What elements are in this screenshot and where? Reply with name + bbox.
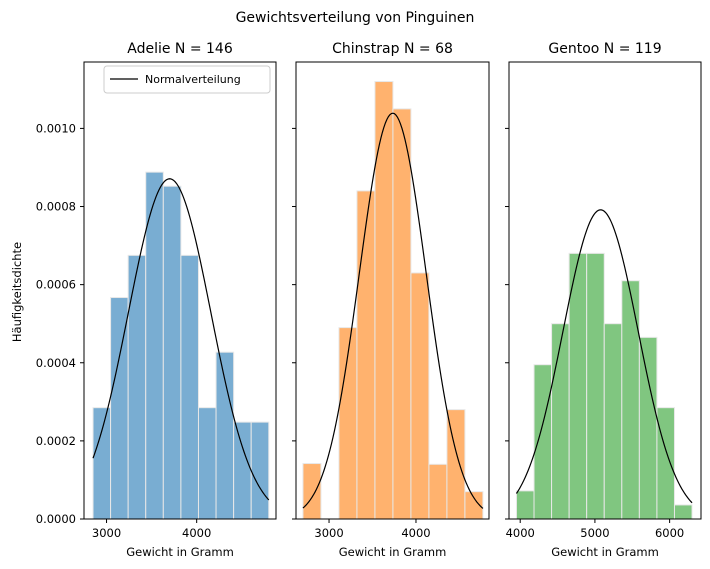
x-axis-label-chinstrap: Gewicht in Gramm — [339, 545, 447, 559]
x-tick-label-gentoo: 6000 — [655, 526, 684, 540]
panel-chinstrap: Chinstrap N = 68 Gewicht in Gramm 3000 40… — [292, 41, 490, 559]
histogram-bar-adelie — [145, 171, 164, 520]
x-axis-label-gentoo: Gewicht in Gramm — [551, 545, 659, 559]
histogram-bar-gentoo — [603, 323, 623, 520]
histogram-bar-adelie — [127, 254, 147, 520]
histogram-bar-adelie — [180, 254, 199, 520]
y-tick-label: 0.0000 — [36, 512, 76, 526]
normal-curve-adelie — [92, 178, 270, 501]
histogram-bar-chinstrap — [392, 108, 412, 520]
y-tick-label: 0.0002 — [36, 434, 76, 448]
histogram-bar-gentoo — [586, 252, 605, 520]
legend: Normalverteilung — [103, 65, 271, 94]
histogram-bar-chinstrap — [356, 190, 376, 520]
histogram-bar-gentoo — [515, 490, 535, 520]
histogram-bar-gentoo — [533, 364, 553, 520]
histogram-bar-gentoo — [656, 407, 675, 520]
x-tick-label-adelie: 3000 — [92, 526, 121, 540]
figure-suptitle: Gewichtsverteilung von Pinguinen — [236, 10, 475, 26]
histogram-bar-gentoo — [568, 252, 588, 520]
y-tick-label: 0.0004 — [36, 356, 76, 370]
histogram-bar-adelie — [250, 421, 270, 520]
histogram-bar-chinstrap — [302, 463, 322, 520]
y-tick-label: 0.0006 — [36, 278, 76, 292]
normal-curve-chinstrap — [302, 112, 484, 509]
histogram-bar-chinstrap — [428, 463, 448, 520]
normal-curve-gentoo — [515, 209, 693, 504]
x-tick-label-chinstrap: 3000 — [314, 526, 343, 540]
legend-box — [103, 65, 271, 94]
x-tick-label-gentoo: 5000 — [580, 526, 609, 540]
y-tick-label: 0.0008 — [36, 200, 76, 214]
axes-frame-chinstrap — [295, 61, 490, 520]
legend-label: Normalverteilung — [145, 73, 241, 86]
histogram-bar-gentoo — [673, 504, 693, 520]
histogram-bar-adelie — [197, 407, 217, 520]
axes-frame-gentoo — [508, 61, 702, 520]
axes-frame-adelie — [83, 61, 277, 520]
panel-title-adelie: Adelie N = 146 — [127, 41, 233, 57]
histogram-bar-adelie — [162, 185, 182, 520]
y-axis-label: Häufigkeitsdichte — [10, 242, 24, 342]
histogram-bar-gentoo — [551, 323, 570, 520]
histogram-bar-adelie — [110, 297, 129, 520]
histogram-bar-chinstrap — [410, 272, 430, 520]
y-tick-label: 0.0010 — [36, 121, 76, 135]
histogram-bar-chinstrap — [374, 81, 394, 520]
panel-gentoo: Gentoo N = 119 Gewicht in Gramm 4000 5000… — [505, 41, 702, 559]
panel-title-chinstrap: Chinstrap N = 68 — [332, 41, 453, 57]
histogram-bar-adelie — [92, 407, 112, 520]
histogram-bar-gentoo — [638, 336, 658, 520]
x-tick-label-adelie: 4000 — [182, 526, 211, 540]
histogram-bar-gentoo — [621, 280, 640, 520]
x-tick-label-chinstrap: 4000 — [401, 526, 430, 540]
panel-adelie: Adelie N = 146 Gewicht in Gramm 3000 4000… — [36, 41, 277, 559]
x-tick-label-gentoo: 4000 — [506, 526, 535, 540]
x-axis-label-adelie: Gewicht in Gramm — [126, 545, 234, 559]
panel-title-gentoo: Gentoo N = 119 — [548, 41, 661, 57]
histogram-bar-adelie — [233, 421, 252, 520]
